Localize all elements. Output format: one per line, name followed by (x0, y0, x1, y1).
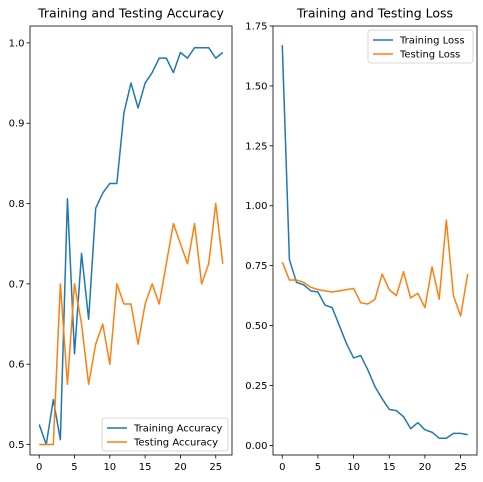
loss-chart: Training and Testing Loss 0 5 10 15 20 25 0.00… (245, 6, 478, 473)
accuracy-legend-label-training: Training Accuracy (133, 424, 222, 435)
accuracy-x-tick-label: 20 (174, 462, 187, 473)
accuracy-x-tick-label: 25 (209, 462, 222, 473)
accuracy-y-tick-label: 0.8 (9, 199, 25, 210)
loss-x-tick-label: 0 (279, 462, 285, 473)
loss-x-tick-label: 5 (315, 462, 321, 473)
accuracy-y-tick-label: 0.7 (9, 279, 25, 290)
accuracy-chart: Training and Testing Accuracy 0 5 10 15 20 25… (9, 6, 233, 473)
loss-x-tick-label: 25 (454, 462, 467, 473)
accuracy-y-tick-label: 0.5 (9, 440, 25, 451)
loss-y-tick-label: 0.75 (245, 261, 267, 272)
accuracy-chart-title: Training and Testing Accuracy (37, 6, 224, 21)
accuracy-x-tick-label: 0 (36, 462, 42, 473)
loss-series-training-line (281, 45, 468, 439)
loss-y-tick-label: 0.50 (245, 321, 267, 332)
loss-y-tick-label: 1.50 (245, 81, 267, 92)
loss-x-tick-label: 15 (383, 462, 396, 473)
loss-y-tick-label: 1.25 (245, 141, 267, 152)
accuracy-axes-frame (29, 25, 233, 456)
loss-x-tick-label: 20 (419, 462, 432, 473)
accuracy-y-tick-label: 0.6 (9, 360, 25, 371)
loss-series-testing-line (281, 219, 469, 317)
loss-axes-frame (272, 25, 478, 456)
accuracy-y-tick-label: 1.0 (9, 38, 25, 49)
loss-x-tick-label: 10 (347, 462, 360, 473)
loss-y-tick-label: 0.00 (245, 441, 267, 452)
loss-legend-label-training: Training Loss (399, 36, 465, 47)
loss-y-tick-label: 1.75 (245, 22, 267, 33)
accuracy-series-training-line (38, 46, 224, 446)
accuracy-series-testing-line (39, 202, 224, 446)
loss-y-tick-label: 0.25 (245, 381, 267, 392)
accuracy-x-tick-label: 5 (71, 462, 77, 473)
loss-legend (367, 29, 474, 64)
loss-legend-label-testing: Testing Loss (399, 50, 460, 61)
accuracy-x-tick-label: 15 (139, 462, 152, 473)
loss-chart-title: Training and Testing Loss (296, 6, 453, 21)
accuracy-legend (101, 417, 229, 452)
loss-y-tick-label: 1.00 (245, 201, 267, 212)
accuracy-legend-label-testing: Testing Accuracy (133, 438, 218, 449)
accuracy-y-tick-label: 0.9 (9, 119, 25, 130)
accuracy-x-tick-label: 10 (103, 462, 116, 473)
